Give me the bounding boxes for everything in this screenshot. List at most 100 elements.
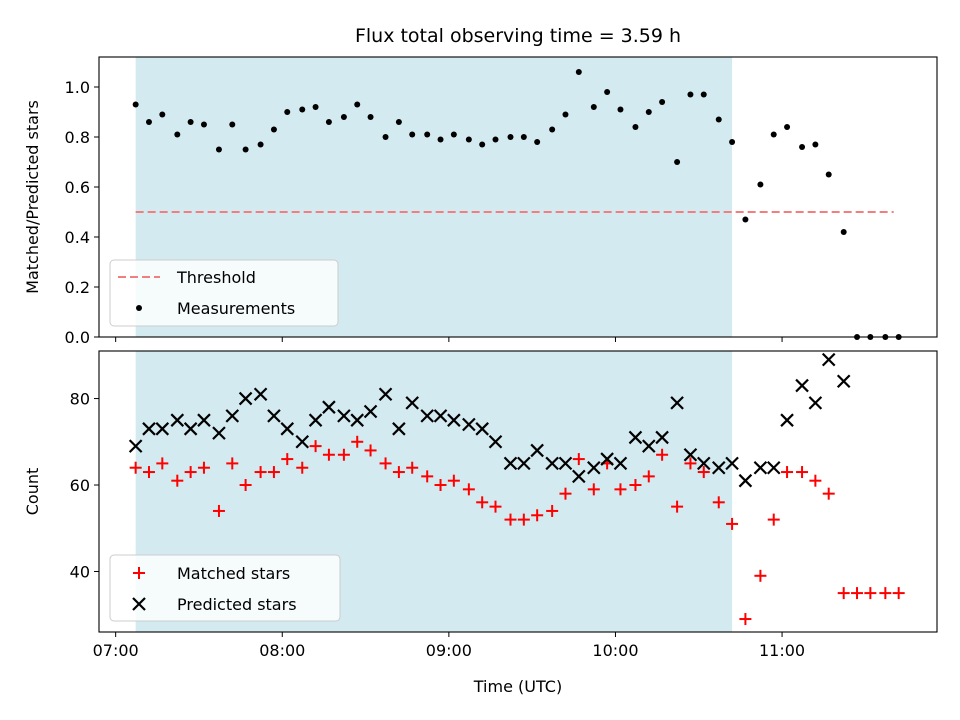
predicted-star-point [795, 378, 809, 393]
matched-star-point [447, 474, 460, 487]
predicted-star-point [447, 413, 461, 427]
predicted-star-point [238, 391, 253, 406]
measurement-point [229, 121, 236, 128]
measurement-point [174, 131, 181, 138]
predicted-star-point [183, 422, 198, 436]
matched-star-point [254, 466, 267, 479]
predicted-star-point [572, 469, 586, 484]
predicted-star-point [655, 430, 669, 445]
x-tick-label: 08:00 [259, 641, 305, 660]
y-tick-label: 40 [70, 562, 90, 581]
measurement-point [632, 124, 639, 130]
predicted-star-point [420, 409, 434, 423]
measurement-point [284, 109, 291, 115]
measurement-point [757, 181, 764, 188]
matched-star-point [671, 500, 684, 513]
predicted-star-point [836, 374, 851, 389]
measurement-point [674, 159, 681, 165]
matched-star-point [697, 466, 710, 479]
matched-star-point [406, 461, 419, 474]
measurement-point [354, 101, 361, 108]
matched-star-point [739, 613, 752, 626]
measurement-point [132, 101, 139, 108]
top-legend: Threshold Measurements [109, 259, 339, 327]
matched-star-point [767, 513, 780, 526]
top-y-axis-label: Matched/Predicted stars [23, 100, 42, 294]
measurement-point [700, 91, 707, 98]
measurement-point [270, 126, 277, 133]
legend-threshold-label: Threshold [176, 268, 256, 287]
y-tick-label: 0.6 [65, 178, 90, 197]
matched-star-point [781, 466, 794, 479]
predicted-star-point [295, 435, 310, 449]
measurement-point [409, 131, 416, 138]
matched-star-point [337, 448, 350, 461]
measurement-point [159, 111, 166, 118]
measurement-point [424, 131, 431, 138]
matched-star-point [296, 461, 309, 474]
measurement-point [382, 134, 389, 140]
predicted-star-points [128, 352, 851, 488]
matched-star-point [892, 587, 905, 600]
measurement-point [799, 144, 806, 150]
predicted-star-point [766, 460, 781, 475]
matched-star-point [629, 479, 642, 492]
predicted-star-point [462, 417, 476, 432]
predicted-star-point [337, 409, 351, 423]
predicted-star-point [628, 430, 643, 445]
measurement-point [617, 106, 624, 113]
measurement-point [562, 111, 569, 118]
matched-star-point [462, 483, 475, 496]
predicted-star-point [587, 460, 601, 475]
measurement-point [479, 141, 486, 148]
matched-star-point [864, 587, 877, 600]
measurement-point [325, 119, 332, 125]
predicted-star-point [212, 426, 226, 440]
measurement-point [549, 126, 556, 133]
top-legend-box [109, 259, 339, 327]
predicted-star-point [392, 422, 406, 436]
matched-star-point [142, 466, 155, 479]
measurement-point [257, 141, 264, 148]
chart-title: Flux total observing time = 3.59 h [355, 25, 681, 47]
top-x-ticks [115, 337, 783, 342]
matched-star-point [712, 496, 725, 509]
predicted-star-point [517, 456, 531, 471]
y-tick-label: 0.2 [65, 278, 90, 297]
matched-star-point [837, 587, 850, 600]
measurement-point [575, 69, 582, 75]
matched-star-point [281, 453, 294, 466]
legend-plus-glyph [133, 567, 145, 579]
predicted-star-point [711, 460, 726, 475]
measurement-point [840, 229, 847, 235]
measurement-point [742, 216, 749, 223]
matched-star-point [559, 487, 572, 500]
matched-star-point [129, 461, 142, 474]
matched-star-point [546, 504, 559, 517]
x-tick-label: 10:00 [592, 641, 638, 660]
predicted-star-point [725, 456, 739, 471]
matched-star-point [656, 448, 669, 461]
predicted-star-point [197, 413, 211, 427]
bottom-legend: Matched stars Predicted stars [109, 554, 341, 622]
matched-star-point [531, 509, 544, 522]
top-y-ticks: 0.0 0.2 0.4 0.6 0.8 1.0 [65, 78, 99, 347]
measurement-points [132, 69, 902, 340]
y-tick-label: 0.4 [65, 228, 90, 247]
matched-star-point [796, 466, 809, 479]
matched-star-point [171, 474, 184, 487]
measurement-point [770, 131, 777, 138]
predicted-star-point [600, 452, 614, 466]
measurement-point [687, 91, 694, 98]
predicted-star-point [308, 413, 323, 427]
measurement-point [520, 134, 527, 140]
predicted-star-point [280, 422, 295, 436]
matched-star-point [809, 474, 822, 487]
top-panel-ratio: 0.0 0.2 0.4 0.6 0.8 1.0 Matched/Predicted sta… [23, 56, 938, 347]
measurement-point [437, 136, 444, 143]
predicted-star-point [155, 422, 170, 436]
matched-star-point [476, 496, 489, 509]
y-tick-label: 60 [70, 476, 90, 495]
bottom-legend-box [109, 554, 341, 622]
predicted-star-point [503, 456, 518, 471]
